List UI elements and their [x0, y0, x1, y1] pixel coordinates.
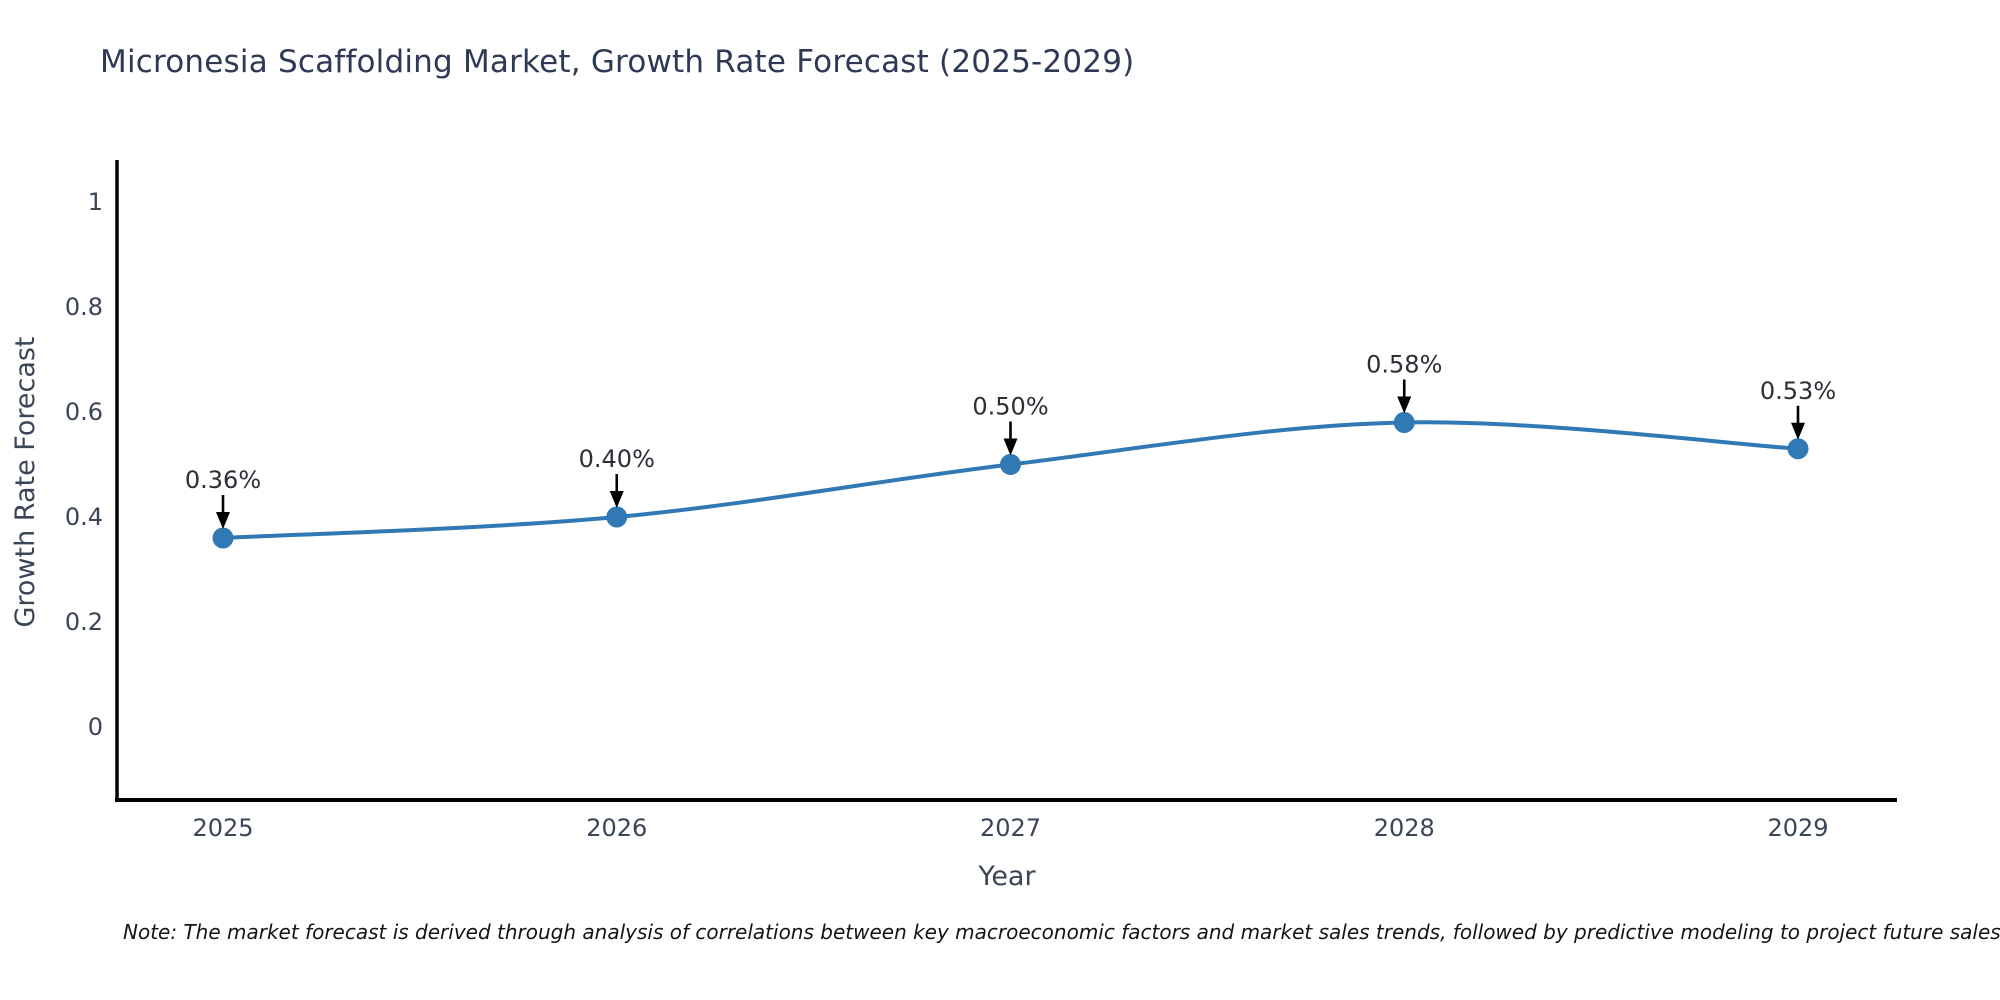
data-point-marker: [1000, 454, 1021, 475]
y-tick-label: 0: [88, 713, 103, 741]
data-point-marker: [1393, 412, 1415, 433]
annotation-arrowhead: [216, 512, 230, 529]
x-axis-title: Year: [977, 861, 1036, 892]
annotation-arrowhead: [609, 491, 624, 508]
y-tick-label: 1: [88, 188, 103, 216]
y-axis-title: Growth Rate Forecast: [10, 336, 41, 627]
y-tick-label: 0.2: [65, 608, 103, 636]
data-point-marker: [1787, 438, 1809, 460]
data-point-marker: [212, 527, 234, 549]
data-point-marker: [606, 506, 628, 528]
data-label: 0.36%: [185, 466, 261, 494]
annotation-arrowhead: [1003, 438, 1018, 456]
y-tick-label: 0.4: [65, 503, 103, 531]
x-tick-label: 2026: [586, 814, 647, 842]
annotation-arrowhead: [1791, 422, 1805, 440]
data-label: 0.53%: [1760, 377, 1836, 405]
x-tick-label: 2027: [980, 814, 1041, 842]
chart-title: Micronesia Scaffolding Market, Growth Ra…: [100, 44, 1135, 80]
footnote: Note: The market forecast is derived thr…: [123, 920, 2000, 944]
x-tick-label: 2025: [192, 814, 253, 842]
x-tick-label: 2029: [1767, 814, 1828, 842]
data-label: 0.40%: [579, 445, 655, 473]
y-tick-label: 0.8: [65, 293, 103, 321]
data-label: 0.50%: [972, 393, 1048, 421]
data-label: 0.58%: [1366, 351, 1442, 379]
y-tick-label: 0.6: [65, 398, 103, 426]
annotation-arrowhead: [1397, 396, 1412, 414]
x-tick-label: 2028: [1374, 814, 1435, 842]
